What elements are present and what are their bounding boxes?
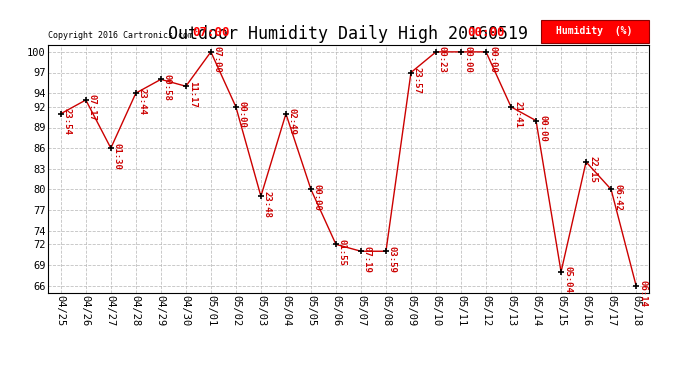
Text: 03:59: 03:59 <box>388 246 397 273</box>
Text: 23:48: 23:48 <box>263 191 272 217</box>
Text: 23:44: 23:44 <box>138 88 147 114</box>
Text: 22:15: 22:15 <box>588 156 597 183</box>
Text: 07:17: 07:17 <box>88 94 97 122</box>
Text: 00:00: 00:00 <box>467 27 505 39</box>
Text: 01:30: 01:30 <box>113 142 122 170</box>
Text: 11:17: 11:17 <box>188 81 197 108</box>
Text: Humidity  (%): Humidity (%) <box>556 26 633 36</box>
Text: 07:00: 07:00 <box>213 46 222 73</box>
Text: Copyright 2016 Cartronics.com: Copyright 2016 Cartronics.com <box>48 31 193 40</box>
Text: 07:19: 07:19 <box>363 246 372 273</box>
Text: 00:00: 00:00 <box>463 46 472 73</box>
Text: 01:55: 01:55 <box>338 239 347 266</box>
Text: 07:00: 07:00 <box>192 27 230 39</box>
Text: 02:49: 02:49 <box>288 108 297 135</box>
Text: 00:00: 00:00 <box>313 184 322 211</box>
Text: 00:00: 00:00 <box>488 46 497 73</box>
Text: 00:00: 00:00 <box>538 115 547 142</box>
Text: 00:58: 00:58 <box>163 74 172 101</box>
FancyBboxPatch shape <box>540 20 649 42</box>
Text: 21:41: 21:41 <box>513 101 522 128</box>
Text: 23:54: 23:54 <box>63 108 72 135</box>
Text: 00:00: 00:00 <box>238 101 247 128</box>
Text: 06:14: 06:14 <box>638 280 647 307</box>
Text: 05:04: 05:04 <box>563 266 572 293</box>
Text: 23:57: 23:57 <box>413 67 422 94</box>
Text: 00:23: 00:23 <box>438 46 447 73</box>
Title: Outdoor Humidity Daily High 20160519: Outdoor Humidity Daily High 20160519 <box>168 26 529 44</box>
Text: 06:42: 06:42 <box>613 184 622 211</box>
